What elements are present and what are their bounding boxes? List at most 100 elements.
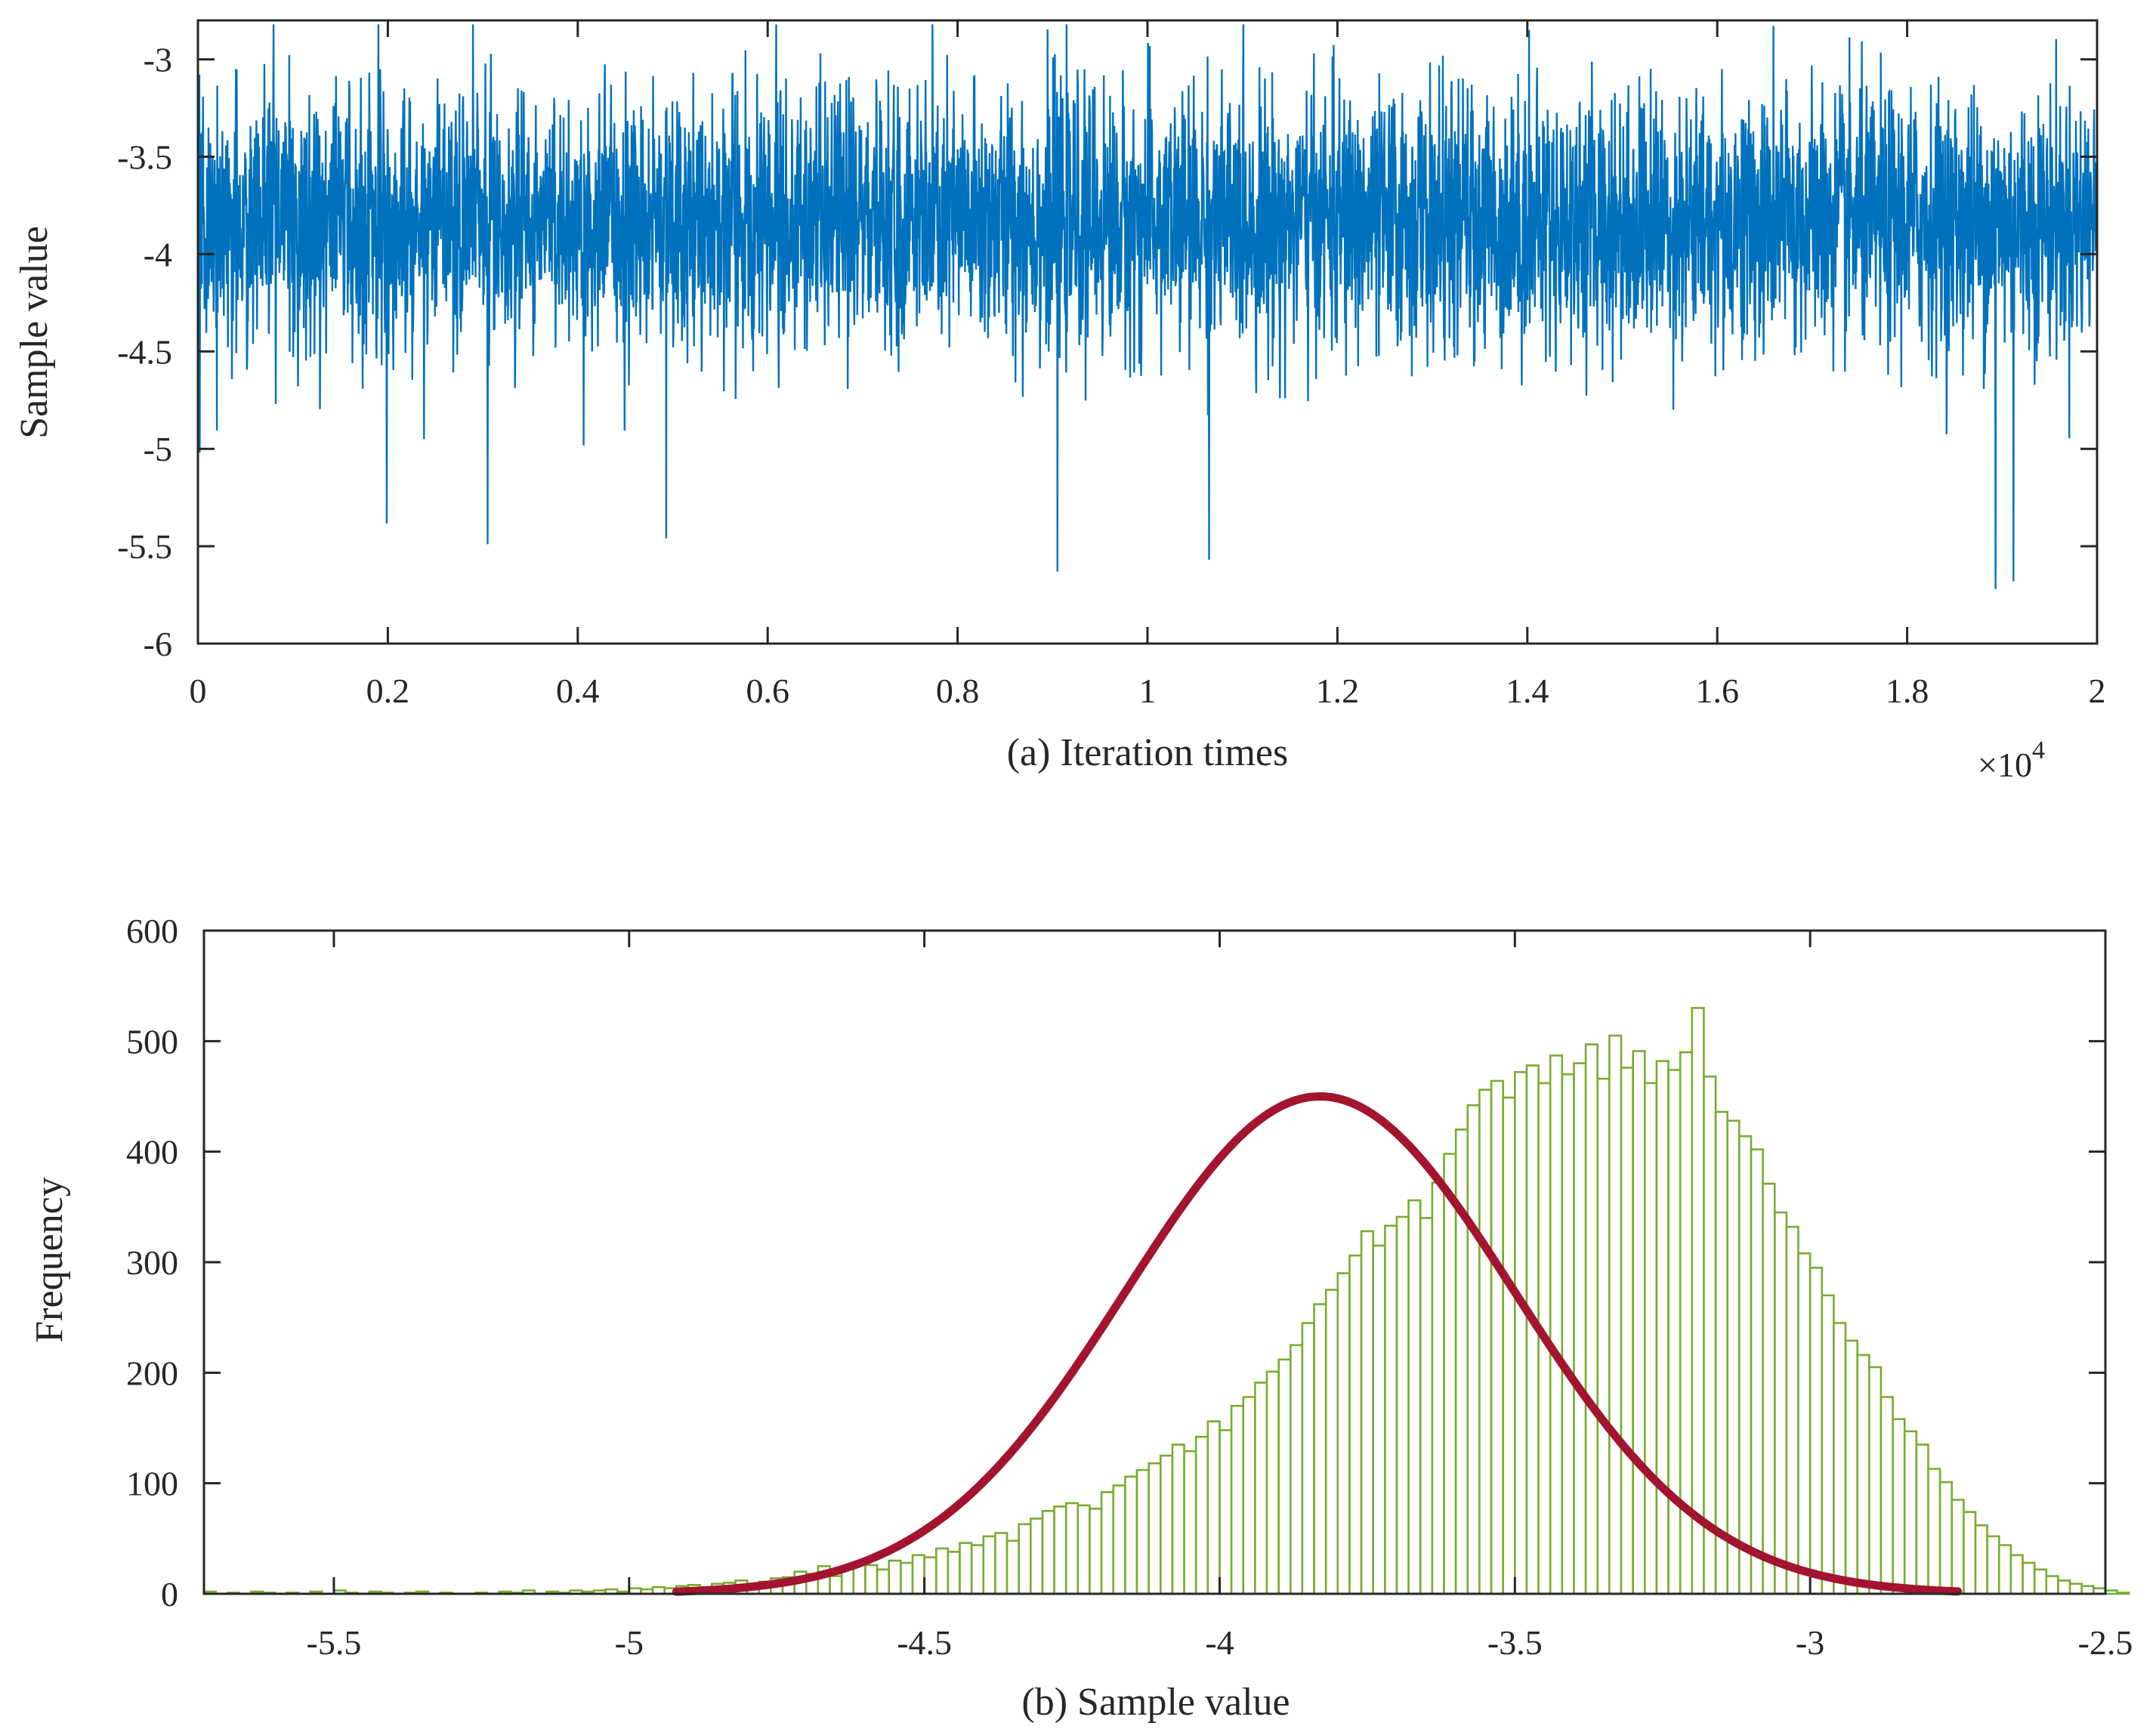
histogram-bar bbox=[1230, 1404, 1244, 1595]
histogram-bar bbox=[1124, 1475, 1138, 1595]
histogram-y-tick-label: 400 bbox=[126, 1133, 178, 1172]
histogram-bar bbox=[1219, 1429, 1233, 1595]
trace-x-tick-label: 2 bbox=[2089, 672, 2106, 710]
histogram-bar bbox=[1821, 1294, 1835, 1595]
histogram-bar bbox=[994, 1532, 1009, 1595]
histogram-bar bbox=[864, 1564, 879, 1595]
histogram-bar bbox=[1419, 1217, 1434, 1595]
histogram-bar bbox=[1160, 1454, 1174, 1595]
histogram-bar bbox=[1903, 1430, 1918, 1595]
trace-x-tick-label: 0.4 bbox=[556, 672, 600, 710]
histogram-bar bbox=[1372, 1244, 1386, 1595]
histogram-bar bbox=[876, 1568, 890, 1595]
histogram-bar bbox=[982, 1535, 996, 1595]
histogram-bar bbox=[1573, 1062, 1587, 1595]
histogram-bar bbox=[1714, 1110, 1729, 1595]
histogram-bar bbox=[1726, 1119, 1741, 1595]
histogram-bar bbox=[1868, 1366, 1883, 1595]
histogram-x-tick-label: -4 bbox=[1205, 1623, 1234, 1662]
histogram-bar bbox=[1324, 1289, 1339, 1595]
histogram-bar bbox=[959, 1542, 973, 1595]
histogram-bar bbox=[1986, 1535, 2000, 1595]
histogram-bar bbox=[1171, 1443, 1185, 1595]
histogram-bar bbox=[1833, 1322, 1847, 1595]
histogram-bar bbox=[1596, 1077, 1611, 1595]
histogram-bar bbox=[2033, 1568, 2048, 1595]
histogram-bar bbox=[2068, 1582, 2083, 1595]
histogram-bar bbox=[1844, 1339, 1859, 1595]
histogram-bar bbox=[1041, 1510, 1055, 1595]
histogram-bar bbox=[1053, 1505, 1067, 1595]
histogram-bar bbox=[1265, 1370, 1280, 1595]
trace-x-multiplier: ×104 bbox=[1978, 736, 2045, 784]
histogram-bar bbox=[2080, 1585, 2095, 1595]
histogram-bar bbox=[1089, 1508, 1103, 1595]
histogram-bar bbox=[1785, 1225, 1799, 1595]
histogram-bar bbox=[1750, 1148, 1764, 1595]
histogram-bar bbox=[1738, 1135, 1753, 1595]
histogram-x-axis-title: (b) Sample value bbox=[1021, 1681, 1290, 1724]
histogram-bar bbox=[2009, 1554, 2024, 1595]
histogram-x-ticks: -5.5 -5 -4.5 -4 -3.5 -3 -2.5 bbox=[307, 931, 2133, 1662]
histogram-bar bbox=[1998, 1544, 2012, 1595]
histogram-bar bbox=[2022, 1561, 2036, 1595]
histogram-bar bbox=[935, 1547, 950, 1595]
histogram-bar bbox=[1880, 1396, 1894, 1595]
histogram-bar bbox=[1277, 1358, 1292, 1595]
histogram-bar bbox=[829, 1575, 843, 1595]
histogram-bar bbox=[1608, 1034, 1623, 1595]
trace-series bbox=[198, 24, 2097, 589]
histogram-bar bbox=[2057, 1579, 2071, 1595]
histogram-bar bbox=[1691, 1007, 1705, 1595]
histogram-bar bbox=[1549, 1054, 1564, 1595]
trace-line bbox=[198, 24, 2097, 589]
histogram-y-tick-label: 600 bbox=[126, 912, 178, 950]
histogram-bar bbox=[1466, 1104, 1481, 1595]
histogram-x-tick-label: -3.5 bbox=[1487, 1623, 1543, 1662]
trace-x-tick-label: 1.4 bbox=[1506, 672, 1549, 710]
histogram-bar bbox=[900, 1561, 914, 1595]
trace-panel: 0 0.2 0.4 0.6 0.8 1 1.2 1.4 1.6 1.8 2 -3 -3.5 -4 -4.5… bbox=[13, 19, 2106, 784]
histogram-bar bbox=[1951, 1499, 1965, 1595]
histogram-x-tick-label: -5 bbox=[615, 1623, 644, 1662]
histogram-bar bbox=[1100, 1491, 1114, 1595]
trace-y-axis-title: Sample value bbox=[13, 226, 56, 439]
trace-x-multiplier-base: ×10 bbox=[1978, 746, 2032, 784]
histogram-bar bbox=[1632, 1050, 1646, 1595]
trace-y-tick-label: -3 bbox=[144, 41, 172, 79]
trace-y-tick-label: -4.5 bbox=[117, 332, 172, 371]
histogram-y-tick-label: 500 bbox=[126, 1022, 178, 1061]
histogram-bar bbox=[1018, 1523, 1032, 1595]
histogram-bar bbox=[947, 1551, 961, 1595]
histogram-bar bbox=[1112, 1484, 1126, 1595]
histogram-bar bbox=[1336, 1272, 1351, 1595]
histogram-bar bbox=[923, 1556, 937, 1595]
histogram-x-tick-label: -5.5 bbox=[307, 1623, 362, 1662]
histogram-y-tick-label: 300 bbox=[126, 1243, 178, 1282]
histogram-bar bbox=[1360, 1230, 1374, 1595]
histogram-bar bbox=[2104, 1589, 2118, 1595]
trace-y-tick-label: -6 bbox=[144, 625, 172, 663]
histogram-bar bbox=[970, 1544, 985, 1595]
trace-x-multiplier-exponent: 4 bbox=[2032, 736, 2045, 764]
histogram-bar bbox=[1490, 1079, 1504, 1595]
histogram-bar bbox=[1892, 1418, 1906, 1595]
histogram-bar bbox=[1076, 1504, 1091, 1595]
histogram-y-tick-label: 100 bbox=[126, 1465, 178, 1503]
histogram-bar bbox=[1561, 1073, 1575, 1595]
histogram-bar bbox=[888, 1559, 902, 1595]
normal-fit bbox=[672, 1092, 1963, 1596]
histogram-bars bbox=[202, 1007, 2130, 1595]
histogram-bar bbox=[1194, 1435, 1209, 1595]
histogram-bar bbox=[1644, 1082, 1658, 1595]
histogram-bar bbox=[1254, 1382, 1268, 1595]
histogram-bar bbox=[1502, 1096, 1516, 1595]
histogram-y-ticks: 0 100 200 300 400 500 600 bbox=[126, 912, 2105, 1613]
trace-x-tick-label: 0.2 bbox=[366, 672, 410, 710]
histogram-bar bbox=[1005, 1539, 1020, 1595]
trace-x-tick-label: 1.8 bbox=[1886, 672, 1929, 710]
trace-x-tick-label: 0 bbox=[190, 672, 207, 710]
trace-y-tick-label: -3.5 bbox=[117, 137, 172, 176]
histogram-x-tick-label: -4.5 bbox=[897, 1623, 952, 1662]
